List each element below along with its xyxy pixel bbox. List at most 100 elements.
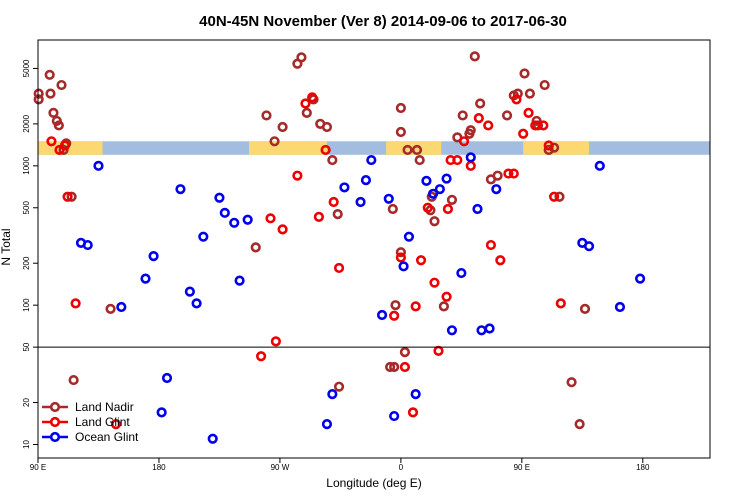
legend-item: Land Glint	[42, 415, 130, 429]
data-point	[256, 351, 267, 362]
data-point	[277, 224, 288, 235]
data-point	[385, 361, 396, 373]
data-point	[270, 336, 281, 347]
data-point	[175, 184, 186, 195]
data-point	[116, 301, 127, 313]
data-point	[511, 94, 522, 105]
data-point	[376, 309, 388, 321]
data-point	[402, 144, 413, 156]
data-point	[501, 110, 513, 121]
y-tick-label: 1000	[22, 156, 31, 174]
data-point	[33, 88, 44, 99]
data-point	[465, 160, 476, 171]
data-point	[574, 419, 585, 430]
data-point	[512, 88, 523, 99]
series-ocean-glint	[75, 152, 646, 444]
data-point	[321, 419, 333, 430]
data-point	[438, 301, 449, 312]
data-point	[518, 128, 529, 139]
data-point	[261, 110, 272, 121]
data-point	[389, 310, 400, 321]
data-point	[457, 110, 468, 121]
data-point	[46, 136, 57, 147]
plot-frame	[37, 39, 711, 459]
data-point	[484, 323, 495, 334]
data-point	[583, 241, 595, 252]
data-point	[485, 239, 497, 251]
data-point	[93, 160, 104, 171]
y-tick-label: 10	[22, 440, 31, 449]
data-point	[321, 121, 333, 133]
data-point	[446, 194, 458, 205]
ocean-band	[38, 141, 710, 155]
data-point	[366, 154, 377, 166]
data-point	[538, 120, 549, 131]
data-point	[441, 173, 452, 184]
data-point	[395, 252, 406, 263]
data-point	[56, 79, 67, 91]
data-point	[277, 121, 288, 133]
data-point	[207, 433, 218, 444]
data-point	[269, 136, 280, 147]
x-axis: 90 E 180 90 W 0 90 E 180	[30, 458, 650, 472]
data-point	[433, 345, 444, 356]
data-point	[292, 170, 303, 181]
data-point	[301, 107, 312, 118]
data-point	[446, 325, 458, 336]
data-point	[387, 203, 398, 215]
data-point	[429, 216, 440, 227]
data-point	[399, 347, 411, 358]
data-point	[44, 69, 55, 80]
y-tick-label: 50	[22, 342, 31, 351]
data-point	[434, 184, 445, 195]
data-point	[403, 231, 415, 242]
data-point	[594, 160, 605, 171]
data-point	[465, 152, 476, 163]
data-point	[333, 262, 345, 274]
data-point	[48, 107, 59, 118]
data-point	[327, 154, 338, 166]
data-point	[442, 203, 454, 215]
data-point	[105, 303, 116, 315]
data-point	[548, 191, 560, 202]
data-point	[300, 98, 311, 109]
data-point	[360, 174, 372, 186]
data-point	[214, 192, 225, 203]
land-segment	[249, 141, 327, 155]
legend-marker	[49, 416, 61, 428]
data-point	[339, 182, 350, 193]
y-tick-label: 100	[22, 298, 31, 312]
data-point	[614, 301, 626, 313]
data-point	[110, 419, 122, 430]
data-point	[66, 191, 77, 202]
data-point	[399, 361, 411, 373]
data-point	[476, 325, 487, 336]
data-point	[503, 168, 514, 179]
x-tick-label: 90 E	[30, 463, 46, 472]
x-tick-label: 180	[636, 463, 650, 472]
data-point	[491, 184, 502, 195]
data-point	[566, 377, 577, 388]
data-point	[320, 144, 331, 156]
data-point	[473, 113, 484, 124]
data-point	[70, 298, 81, 309]
data-point	[53, 120, 64, 131]
data-point	[313, 211, 324, 223]
legend-item: Land Nadir	[42, 400, 134, 414]
data-point	[156, 407, 167, 418]
data-point	[415, 255, 427, 266]
data-point	[389, 361, 400, 373]
data-point	[543, 140, 554, 151]
data-point	[68, 374, 79, 386]
data-point	[410, 301, 421, 312]
x-tick-label: 90 E	[514, 463, 530, 472]
data-point	[148, 250, 159, 262]
data-point	[483, 120, 494, 131]
data-point	[242, 214, 253, 225]
data-point	[229, 217, 240, 228]
data-point	[389, 410, 400, 422]
y-axis: 10 20 50 100 200 500 1000 2000 5000	[22, 59, 38, 449]
data-point	[234, 275, 245, 286]
data-point	[475, 98, 486, 109]
